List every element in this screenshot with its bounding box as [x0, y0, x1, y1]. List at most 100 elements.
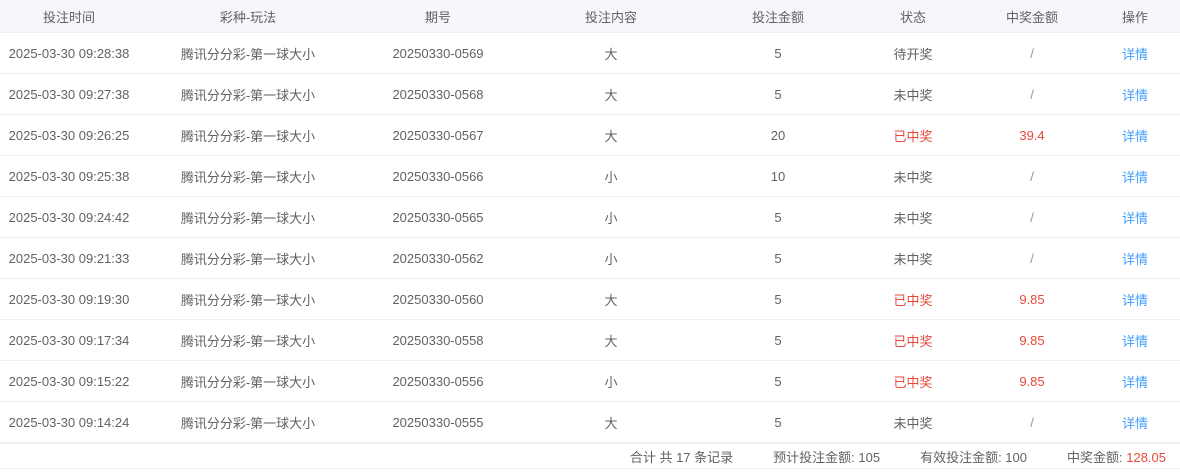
- cell-action: 详情: [1090, 278, 1180, 320]
- cell-action: 详情: [1090, 237, 1180, 279]
- summary-bar: 合计 共 17 条记录 预计投注金额: 105 有效投注金额: 100 中奖金额…: [0, 443, 1180, 470]
- cell-action: 详情: [1090, 360, 1180, 402]
- cell-win-amount-value: 9.85: [1019, 291, 1045, 307]
- cell-bet-content: 小: [518, 196, 704, 238]
- cell-bet-amount: 5: [704, 360, 852, 402]
- status-badge-value: 未中奖: [893, 210, 933, 226]
- table-row: 2025-03-30 09:24:42 腾讯分分彩-第一球大小 20250330-0…: [0, 196, 1180, 238]
- detail-link[interactable]: 详情: [1121, 169, 1148, 185]
- detail-link[interactable]: 详情: [1121, 128, 1148, 144]
- status-badge-value: 未中奖: [893, 87, 933, 103]
- detail-link[interactable]: 详情: [1121, 333, 1148, 349]
- table-row: 2025-03-30 09:19:30 腾讯分分彩-第一球大小 20250330-0…: [0, 278, 1180, 320]
- column-header-time: 投注时间: [0, 0, 138, 33]
- column-header-content: 投注内容: [518, 0, 704, 33]
- cell-bet-time: 2025-03-30 09:14:24: [0, 401, 138, 443]
- cell-bet-time: 2025-03-30 09:27:38: [0, 73, 138, 115]
- detail-link[interactable]: 详情: [1121, 46, 1148, 62]
- cell-bet-content: 小: [518, 155, 704, 197]
- status-badge: 已中奖: [852, 114, 974, 156]
- summary-total-records: 合计 共 17 条记录: [629, 449, 734, 465]
- table-row: 2025-03-30 09:15:22 腾讯分分彩-第一球大小 20250330-0…: [0, 360, 1180, 402]
- table-header-row: 投注时间 彩种-玩法 期号 投注内容 投注金额 状态 中奖金额 操作: [0, 0, 1180, 33]
- status-badge: 已中奖: [852, 319, 974, 361]
- cell-bet-content: 大: [518, 114, 704, 156]
- cell-action: 详情: [1090, 319, 1180, 361]
- detail-link[interactable]: 详情: [1121, 374, 1148, 390]
- status-badge: 未中奖: [852, 73, 974, 115]
- status-badge: 未中奖: [852, 237, 974, 279]
- cell-bet-time: 2025-03-30 09:28:38: [0, 32, 138, 74]
- cell-period-no: 20250330-0568: [358, 73, 518, 115]
- column-header-period: 期号: [358, 0, 518, 33]
- cell-game-play: 腾讯分分彩-第一球大小: [138, 32, 358, 74]
- cell-bet-amount: 5: [704, 319, 852, 361]
- cell-win-amount: /: [974, 32, 1090, 74]
- status-badge-value: 未中奖: [893, 169, 933, 185]
- status-badge-value: 未中奖: [893, 415, 933, 431]
- summary-estimated-bet: 预计投注金额: 105: [773, 449, 881, 465]
- cell-period-no: 20250330-0558: [358, 319, 518, 361]
- table-row: 2025-03-30 09:25:38 腾讯分分彩-第一球大小 20250330-0…: [0, 155, 1180, 197]
- detail-link[interactable]: 详情: [1121, 415, 1148, 431]
- detail-link[interactable]: 详情: [1121, 292, 1148, 308]
- summary-win-total-label: 中奖金额:: [1066, 449, 1123, 465]
- cell-win-amount: /: [974, 237, 1090, 279]
- cell-game-play: 腾讯分分彩-第一球大小: [138, 196, 358, 238]
- cell-win-amount: 9.85: [974, 319, 1090, 361]
- cell-bet-amount: 5: [704, 73, 852, 115]
- cell-bet-content: 小: [518, 237, 704, 279]
- table-row: 2025-03-30 09:14:24 腾讯分分彩-第一球大小 20250330-0…: [0, 401, 1180, 443]
- cell-win-amount-value: 9.85: [1019, 332, 1045, 348]
- cell-win-amount-value: /: [1030, 45, 1034, 61]
- column-header-win: 中奖金额: [974, 0, 1090, 33]
- cell-win-amount: 9.85: [974, 360, 1090, 402]
- cell-win-amount-value: /: [1030, 209, 1034, 225]
- detail-link[interactable]: 详情: [1121, 87, 1148, 103]
- cell-action: 详情: [1090, 196, 1180, 238]
- status-badge-value: 已中奖: [893, 292, 933, 308]
- detail-link[interactable]: 详情: [1121, 251, 1148, 267]
- cell-game-play: 腾讯分分彩-第一球大小: [138, 360, 358, 402]
- cell-period-no: 20250330-0567: [358, 114, 518, 156]
- cell-bet-time: 2025-03-30 09:21:33: [0, 237, 138, 279]
- cell-win-amount-value: /: [1030, 168, 1034, 184]
- column-header-action: 操作: [1090, 0, 1180, 33]
- table-row: 2025-03-30 09:21:33 腾讯分分彩-第一球大小 20250330-0…: [0, 237, 1180, 279]
- cell-bet-content: 大: [518, 32, 704, 74]
- column-header-amount: 投注金额: [704, 0, 852, 33]
- cell-period-no: 20250330-0569: [358, 32, 518, 74]
- cell-win-amount: /: [974, 155, 1090, 197]
- cell-bet-time: 2025-03-30 09:24:42: [0, 196, 138, 238]
- status-badge-value: 已中奖: [893, 333, 933, 349]
- cell-win-amount: 39.4: [974, 114, 1090, 156]
- cell-bet-amount: 5: [704, 32, 852, 74]
- status-badge: 未中奖: [852, 401, 974, 443]
- table-row: 2025-03-30 09:26:25 腾讯分分彩-第一球大小 20250330-0…: [0, 114, 1180, 156]
- cell-action: 详情: [1090, 155, 1180, 197]
- cell-bet-time: 2025-03-30 09:26:25: [0, 114, 138, 156]
- cell-win-amount-value: 39.4: [1019, 127, 1045, 143]
- cell-bet-amount: 10: [704, 155, 852, 197]
- status-badge-value: 未中奖: [893, 251, 933, 267]
- table-header: 投注时间 彩种-玩法 期号 投注内容 投注金额 状态 中奖金额 操作: [0, 0, 1180, 33]
- cell-win-amount: 9.85: [974, 278, 1090, 320]
- column-header-game: 彩种-玩法: [138, 0, 358, 33]
- cell-game-play: 腾讯分分彩-第一球大小: [138, 73, 358, 115]
- cell-bet-content: 大: [518, 73, 704, 115]
- status-badge: 未中奖: [852, 155, 974, 197]
- cell-bet-time: 2025-03-30 09:15:22: [0, 360, 138, 402]
- table-row: 2025-03-30 09:17:34 腾讯分分彩-第一球大小 20250330-0…: [0, 319, 1180, 361]
- cell-game-play: 腾讯分分彩-第一球大小: [138, 401, 358, 443]
- column-header-status: 状态: [852, 0, 974, 33]
- summary-win-total: 中奖金额: 128.05: [1067, 447, 1166, 466]
- cell-game-play: 腾讯分分彩-第一球大小: [138, 319, 358, 361]
- detail-link[interactable]: 详情: [1121, 210, 1148, 226]
- cell-period-no: 20250330-0560: [358, 278, 518, 320]
- cell-win-amount: /: [974, 401, 1090, 443]
- status-badge-value: 已中奖: [893, 128, 933, 144]
- cell-win-amount: /: [974, 73, 1090, 115]
- cell-win-amount-value: /: [1030, 250, 1034, 266]
- cell-win-amount-value: 9.85: [1019, 373, 1045, 389]
